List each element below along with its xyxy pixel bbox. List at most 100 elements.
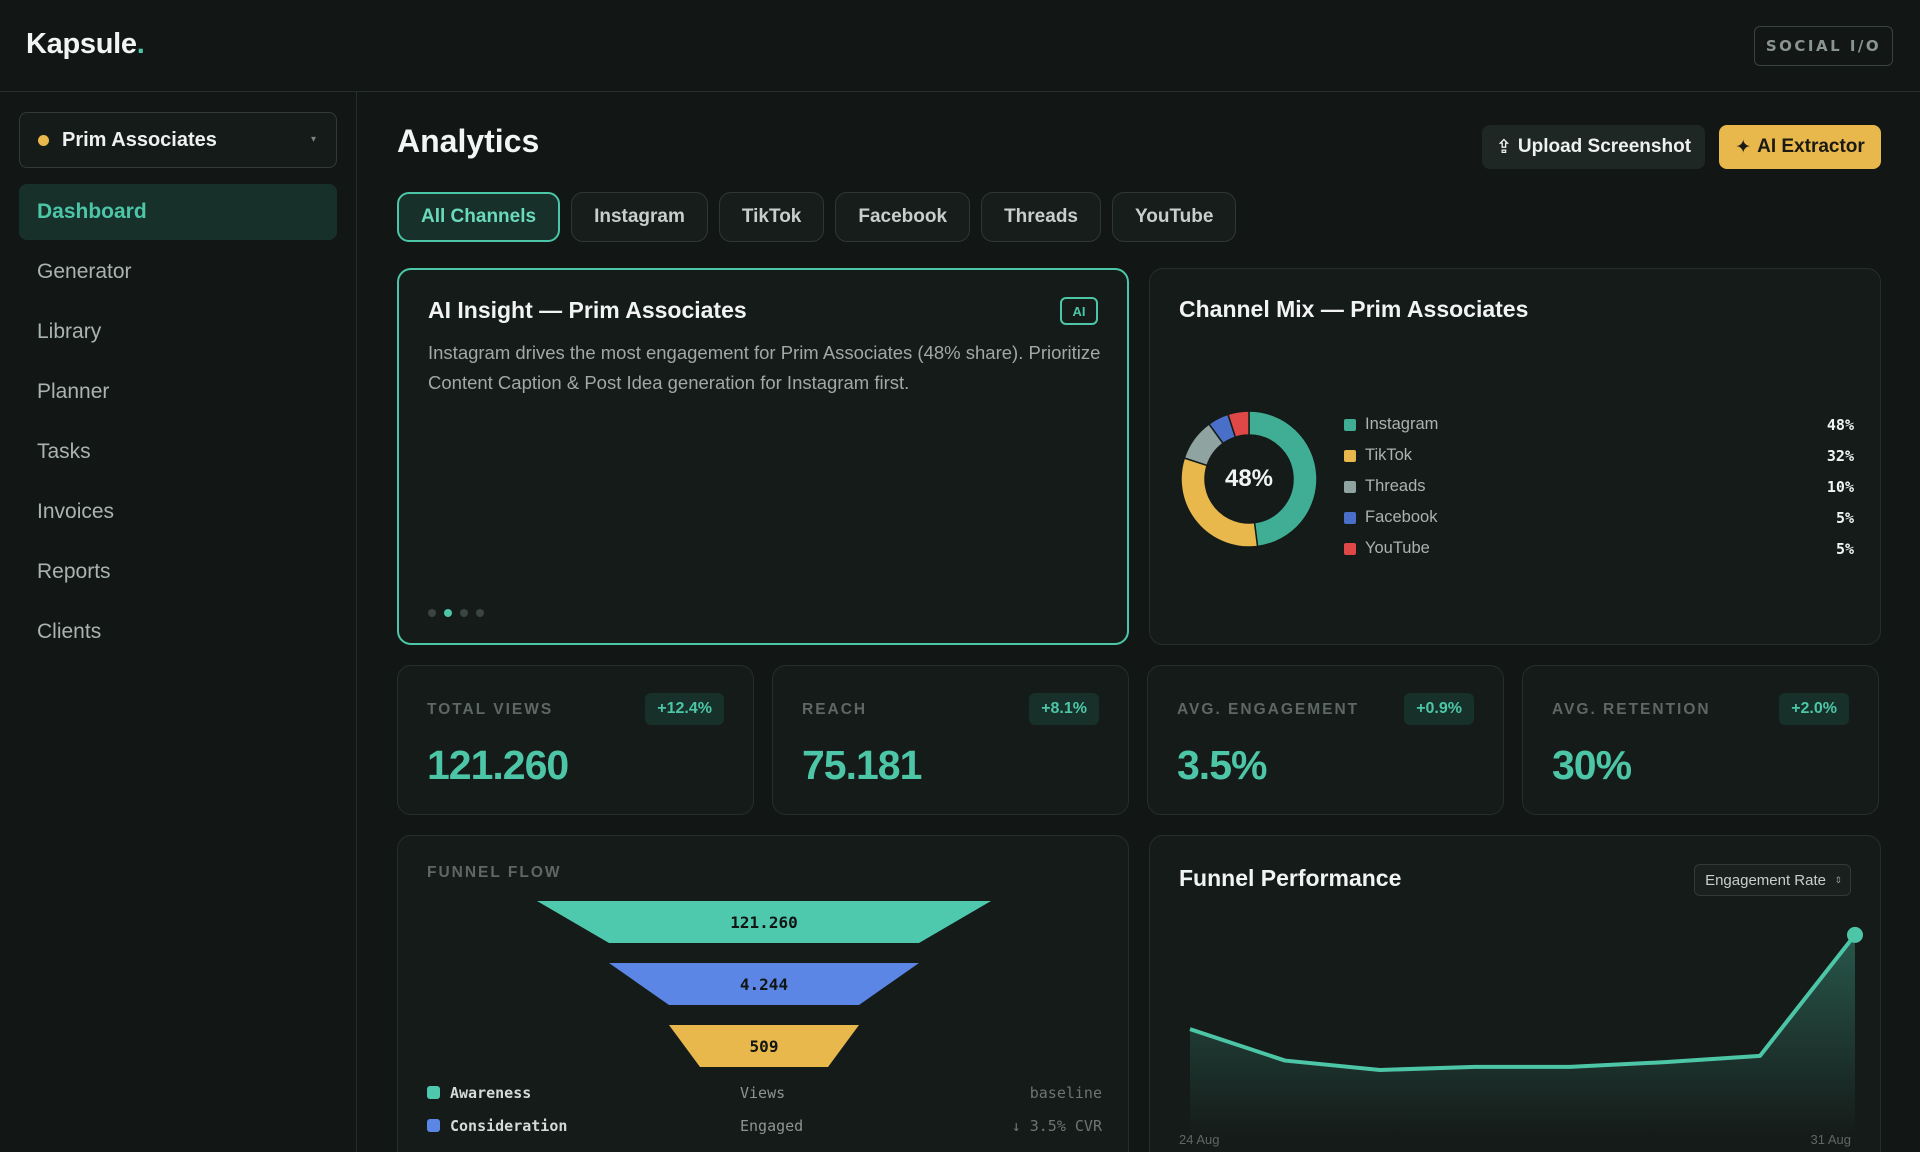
funnel-stage-2 bbox=[609, 963, 919, 1005]
sidebar-item-planner[interactable]: Planner bbox=[37, 380, 110, 403]
tab-all-channels[interactable]: All Channels bbox=[397, 192, 561, 242]
kpi-value: 121.260 bbox=[427, 742, 569, 788]
funnel-stage-note: ↓ 3.5% CVR bbox=[1011, 1116, 1102, 1135]
carousel-dot[interactable] bbox=[460, 609, 468, 617]
legend-percent: 5% bbox=[1835, 508, 1854, 527]
kpi-delta-badge: +2.0% bbox=[1779, 693, 1849, 725]
kpi-card-avg-engagement: AVG. ENGAGEMENT +0.9% 3.5% bbox=[1147, 665, 1504, 815]
funnel-stage-metric: Views bbox=[740, 1083, 786, 1102]
tab-instagram[interactable]: Instagram bbox=[571, 192, 708, 242]
kpi-delta-badge: +0.9% bbox=[1404, 693, 1474, 725]
funnel-stage-note: baseline bbox=[1029, 1083, 1102, 1102]
x-axis-end-label: 31 Aug bbox=[1810, 1132, 1852, 1147]
funnel-legend-swatch bbox=[427, 1086, 440, 1099]
data-point bbox=[1847, 926, 1863, 943]
app-logo[interactable]: Kapsule. bbox=[26, 28, 145, 60]
kpi-card-total-views: TOTAL VIEWS +12.4% 121.260 bbox=[397, 665, 754, 815]
area-fill bbox=[1190, 934, 1855, 1136]
funnel-stage-name: Awareness bbox=[450, 1083, 532, 1102]
kpi-label: AVG. ENGAGEMENT bbox=[1177, 701, 1360, 718]
channel-mix-legend: Instagram 48% TikTok 32% Threads 10% Facebook 5… bbox=[1344, 409, 1854, 564]
tab-youtube[interactable]: YouTube bbox=[1112, 192, 1237, 242]
ai-insight-title: AI Insight — Prim Associates bbox=[428, 297, 747, 323]
sidebar-nav: Dashboard Generator Library Planner Tasks Inv… bbox=[19, 184, 337, 664]
funnel-legend-row: Consideration Engaged ↓ 3.5% CVR bbox=[427, 1109, 1102, 1142]
tab-facebook[interactable]: Facebook bbox=[835, 192, 971, 242]
legend-swatch bbox=[1344, 511, 1356, 524]
sidebar-item-tasks[interactable]: Tasks bbox=[37, 440, 91, 463]
top-bar: Kapsule. SOCIAL I/O bbox=[0, 0, 1920, 92]
channel-tabs: All Channels Instagram TikTok Facebook Threa… bbox=[397, 192, 1237, 242]
legend-label: TikTok bbox=[1365, 446, 1413, 464]
tab-tiktok[interactable]: TikTok bbox=[718, 192, 825, 242]
legend-row-facebook: Facebook 5% bbox=[1344, 502, 1854, 533]
funnel-flow-label: FUNNEL FLOW bbox=[427, 864, 562, 881]
legend-percent: 48% bbox=[1826, 415, 1854, 434]
kpi-value: 3.5% bbox=[1177, 742, 1267, 788]
legend-percent: 32% bbox=[1826, 446, 1854, 465]
funnel-performance-title: Funnel Performance bbox=[1179, 865, 1402, 891]
carousel-dot[interactable] bbox=[476, 609, 484, 617]
sidebar-item-invoices[interactable]: Invoices bbox=[37, 500, 115, 523]
sidebar-item-clients[interactable]: Clients bbox=[37, 620, 102, 643]
donut-slice-instagram bbox=[1248, 410, 1318, 548]
kpi-card-avg-retention: AVG. RETENTION +2.0% 30% bbox=[1522, 665, 1879, 815]
legend-row-threads: Threads 10% bbox=[1344, 471, 1854, 502]
kpi-label: REACH bbox=[802, 701, 868, 718]
page-title: Analytics bbox=[397, 123, 540, 159]
funnel-legend-row: Awareness Views baseline bbox=[427, 1076, 1102, 1109]
kpi-card-reach: REACH +8.1% 75.181 bbox=[772, 665, 1129, 815]
channel-mix-title: Channel Mix — Prim Associates bbox=[1179, 296, 1529, 322]
funnel-stage-name: Consideration bbox=[450, 1116, 568, 1135]
sidebar-item-library[interactable]: Library bbox=[37, 320, 102, 343]
metric-select[interactable]: Engagement Rate ⇕ bbox=[1694, 864, 1851, 896]
donut-center-value: 48% bbox=[1224, 465, 1274, 492]
performance-line-chart bbox=[1189, 926, 1863, 1136]
x-axis-start-label: 24 Aug bbox=[1179, 1132, 1220, 1147]
select-caret-icon: ⇕ bbox=[1834, 874, 1842, 885]
legend-row-youtube: YouTube 5% bbox=[1344, 533, 1854, 564]
ai-insight-card: AI Insight — Prim Associates AI Instagra… bbox=[397, 268, 1129, 645]
legend-label: Threads bbox=[1365, 477, 1426, 495]
upload-label: Upload Screenshot bbox=[1517, 136, 1692, 157]
carousel-dot[interactable] bbox=[428, 609, 436, 617]
legend-row-tiktok: TikTok 32% bbox=[1344, 440, 1854, 471]
legend-percent: 5% bbox=[1835, 539, 1854, 558]
funnel-performance-card: Funnel Performance Engagement Rate ⇕ 24 … bbox=[1149, 835, 1881, 1152]
funnel-legend: Awareness Views baseline Consideration Engag… bbox=[427, 1076, 1102, 1142]
kpi-delta-badge: +8.1% bbox=[1029, 693, 1099, 725]
kpi-value: 30% bbox=[1552, 742, 1632, 788]
ai-extractor-label: AI Extractor bbox=[1757, 136, 1865, 157]
sidebar-item-dashboard[interactable]: Dashboard bbox=[19, 184, 337, 240]
client-status-dot bbox=[38, 134, 49, 146]
legend-percent: 10% bbox=[1826, 477, 1854, 496]
sidebar-item-generator[interactable]: Generator bbox=[37, 260, 132, 283]
ai-insight-text: Instagram drives the most engagement for… bbox=[428, 342, 1101, 393]
funnel-stage-metric: Engaged bbox=[740, 1116, 804, 1135]
funnel-legend-swatch bbox=[427, 1119, 440, 1132]
funnel-stage-1 bbox=[537, 901, 991, 943]
sidebar-item-reports[interactable]: Reports bbox=[37, 560, 111, 583]
kpi-label: TOTAL VIEWS bbox=[427, 701, 554, 718]
funnel-stage-value: 509 bbox=[750, 1037, 779, 1056]
legend-swatch bbox=[1344, 418, 1356, 431]
upload-icon: ⇪ bbox=[1495, 136, 1512, 158]
legend-swatch bbox=[1344, 480, 1356, 493]
legend-label: YouTube bbox=[1365, 539, 1430, 557]
channel-mix-donut bbox=[1180, 410, 1318, 548]
legend-row-instagram: Instagram 48% bbox=[1344, 409, 1854, 440]
kpi-label: AVG. RETENTION bbox=[1552, 701, 1711, 718]
social-io-button[interactable]: SOCIAL I/O bbox=[1754, 26, 1893, 66]
legend-label: Instagram bbox=[1365, 415, 1439, 433]
funnel-stage-value: 4.244 bbox=[740, 975, 788, 994]
funnel-chart: 121.260 4.244 509 bbox=[537, 901, 991, 1067]
tab-threads[interactable]: Threads bbox=[981, 192, 1101, 242]
client-selector[interactable]: Prim Associates ▾ bbox=[19, 112, 337, 168]
legend-label: Facebook bbox=[1365, 508, 1438, 526]
ai-extractor-button[interactable]: ✦ AI Extractor bbox=[1719, 125, 1881, 169]
chevron-down-icon: ▾ bbox=[310, 134, 316, 145]
carousel-dot[interactable] bbox=[444, 609, 452, 617]
funnel-stage-3 bbox=[669, 1025, 859, 1067]
funnel-stage-value: 121.260 bbox=[730, 913, 797, 932]
upload-screenshot-button[interactable]: ⇪ Upload Screenshot bbox=[1482, 125, 1705, 169]
